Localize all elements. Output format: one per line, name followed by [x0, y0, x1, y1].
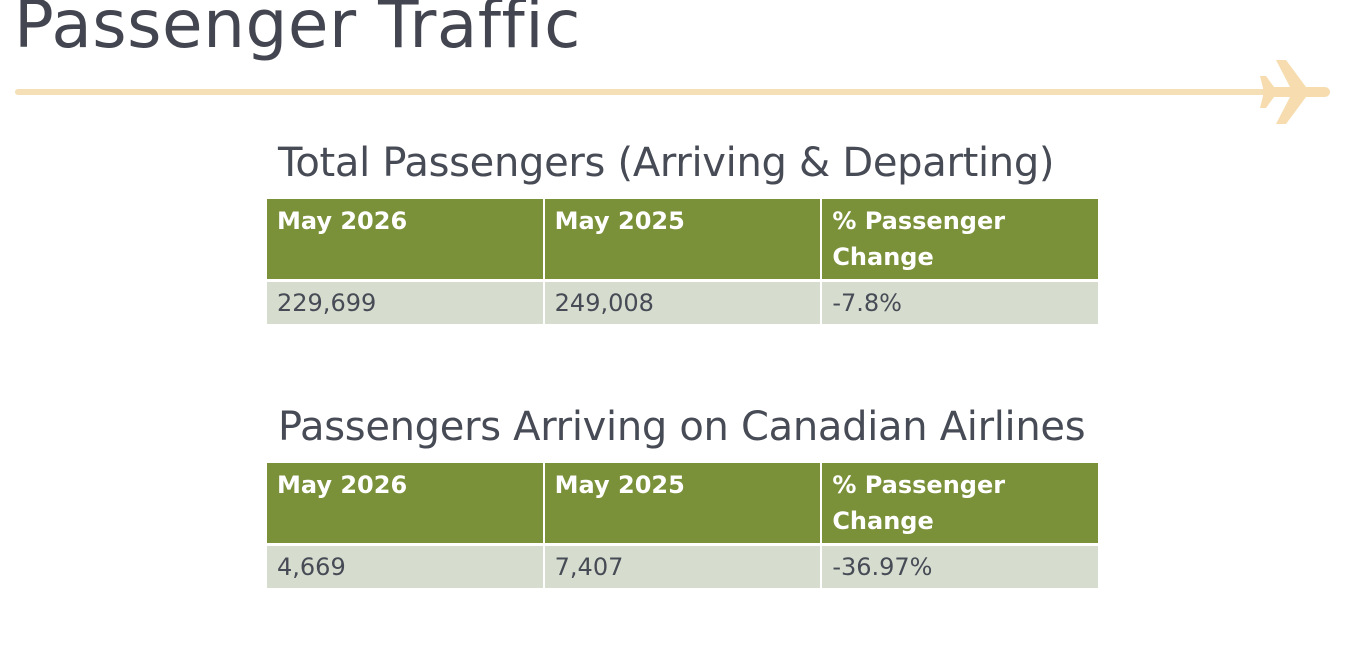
cell: 4,669 [267, 546, 543, 588]
divider [15, 89, 1285, 95]
column-header-text: May 2026 [277, 207, 408, 235]
column-header: May 2026 [267, 463, 543, 543]
column-header-text: % Passenger Change [832, 207, 1006, 271]
header-row: May 2026 May 2025 % Passenger Change [267, 463, 1098, 543]
column-header: May 2025 [544, 199, 821, 279]
airplane-icon [1260, 60, 1330, 124]
table-block: Total Passengers (Arriving & Departing) M… [266, 140, 1100, 327]
cell: -36.97% [822, 546, 1098, 588]
column-header: May 2025 [544, 463, 821, 543]
slide-title: Passenger Traffic [14, 0, 581, 63]
column-header-text: May 2025 [554, 471, 685, 499]
header-row: May 2026 May 2025 % Passenger Change [267, 199, 1098, 279]
cell: 229,699 [267, 282, 543, 324]
column-header-text: % Passenger Change [832, 471, 1006, 535]
column-header-text: May 2025 [554, 207, 685, 235]
column-header: % Passenger Change [822, 199, 1098, 279]
column-header-text: May 2026 [277, 471, 408, 499]
data-row: 229,699 249,008 -7.8% [267, 282, 1098, 324]
table-heading: Passengers Arriving on Canadian Airlines [278, 404, 1086, 450]
data-table: May 2026 May 2025 % Passenger Change 4,669 7… [265, 460, 1100, 591]
cell: 249,008 [544, 282, 821, 324]
cell: -7.8% [822, 282, 1098, 324]
cell: 7,407 [544, 546, 821, 588]
column-header: May 2026 [267, 199, 543, 279]
data-row: 4,669 7,407 -36.97% [267, 546, 1098, 588]
column-header: % Passenger Change [822, 463, 1098, 543]
table-block: Passengers Arriving on Canadian Airlines… [266, 404, 1100, 591]
table-heading: Total Passengers (Arriving & Departing) [278, 140, 1055, 186]
data-table: May 2026 May 2025 % Passenger Change 229,69… [265, 196, 1100, 327]
